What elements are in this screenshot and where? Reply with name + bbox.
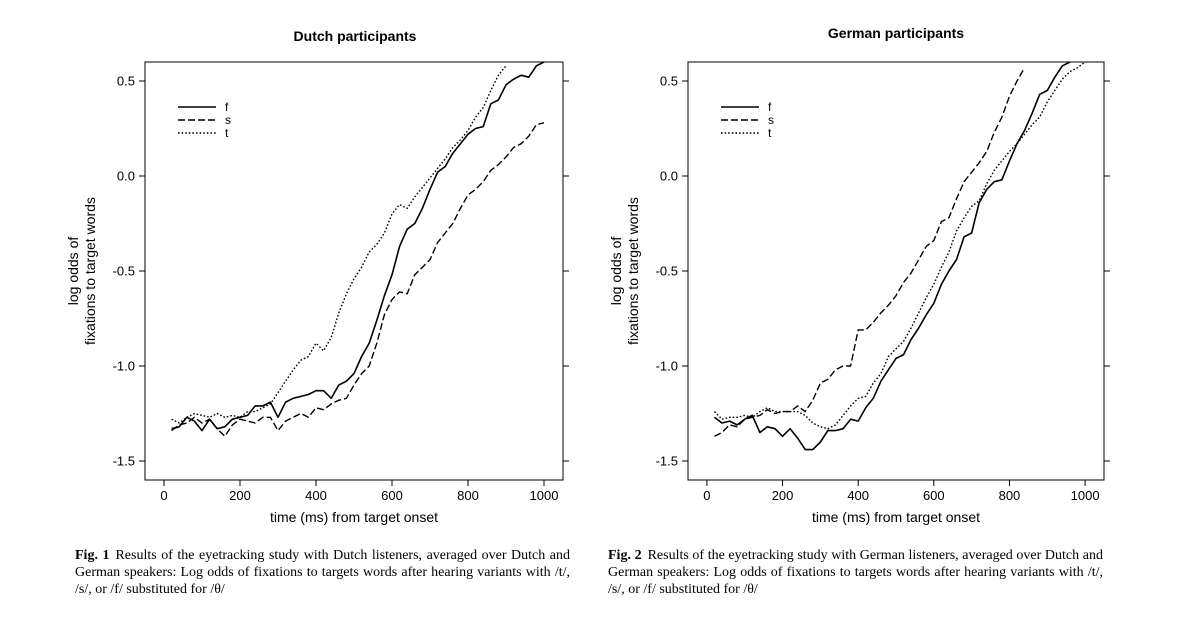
series-line-s — [714, 67, 1026, 437]
y-tick-label: 0.5 — [660, 74, 678, 89]
y-axis-label-line-2: fixations to target words — [625, 197, 641, 345]
x-tick-label: 0 — [160, 488, 167, 503]
y-axis-label-line-2: fixations to target words — [82, 197, 98, 345]
y-tick-label: -1.5 — [656, 454, 678, 469]
y-tick-label: -1.5 — [113, 454, 135, 469]
y-tick-label: 0.0 — [660, 169, 678, 184]
x-tick-label: 0 — [703, 488, 710, 503]
x-tick-label: 400 — [305, 488, 327, 503]
y-tick-label: 0.0 — [117, 169, 135, 184]
series-group — [171, 62, 545, 437]
x-tick-label: 600 — [381, 488, 403, 503]
series-line-s — [171, 122, 545, 437]
series-line-f — [171, 62, 545, 432]
y-tick-label: -1.0 — [656, 359, 678, 374]
chart-panel-1: Dutch participants 0 200 400 600 800 1000 0.5 0.… — [65, 28, 569, 525]
figure-1-number: Fig. 1 — [75, 548, 110, 563]
legend-label-s: s — [225, 113, 231, 127]
figure-2-number: Fig. 2 — [608, 548, 642, 563]
legend-label-f: f — [768, 100, 772, 114]
figure-1-caption-text: Results of the eyetracking study with Du… — [75, 548, 570, 597]
y-axis-label-line-1: log odds of — [65, 237, 81, 306]
legend-label-f: f — [225, 100, 229, 114]
legend-label-s: s — [768, 113, 774, 127]
x-tick-label: 1000 — [530, 488, 559, 503]
x-tick-label: 800 — [457, 488, 479, 503]
x-tick-label: 200 — [772, 488, 794, 503]
legend-label-t: t — [225, 126, 229, 140]
series-line-f — [714, 62, 1071, 451]
chart-title: Dutch participants — [294, 28, 417, 44]
x-tick-label: 600 — [923, 488, 945, 503]
x-tick-label: 800 — [999, 488, 1021, 503]
y-axis-label-line-1: log odds of — [608, 237, 624, 306]
x-tick-label: 1000 — [1071, 488, 1100, 503]
figure-1-caption: Fig. 1 Results of the eyetracking study w… — [75, 547, 570, 598]
figure-2-caption: Fig. 2 Results of the eyetracking study w… — [608, 547, 1103, 598]
x-tick-label: 400 — [847, 488, 869, 503]
chart-panel-2: German participants 0 200 400 600 800 1000 0.5 0… — [608, 25, 1110, 525]
series-group — [714, 62, 1086, 451]
y-tick-label: -0.5 — [656, 264, 678, 279]
figure-canvas: Dutch participants 0 200 400 600 800 1000 0.5 0.… — [65, 25, 1110, 525]
x-axis-label: time (ms) from target onset — [270, 509, 438, 525]
x-axis-label: time (ms) from target onset — [812, 509, 980, 525]
series-line-t — [714, 62, 1086, 430]
y-tick-label: 0.5 — [117, 74, 135, 89]
figure-2-caption-text: Results of the eyetracking study with Ge… — [608, 548, 1103, 597]
y-tick-label: -1.0 — [113, 359, 135, 374]
series-line-t — [171, 65, 507, 424]
chart-title: German participants — [828, 25, 964, 41]
y-tick-label: -0.5 — [113, 264, 135, 279]
legend-label-t: t — [768, 126, 772, 140]
x-tick-label: 200 — [229, 488, 251, 503]
